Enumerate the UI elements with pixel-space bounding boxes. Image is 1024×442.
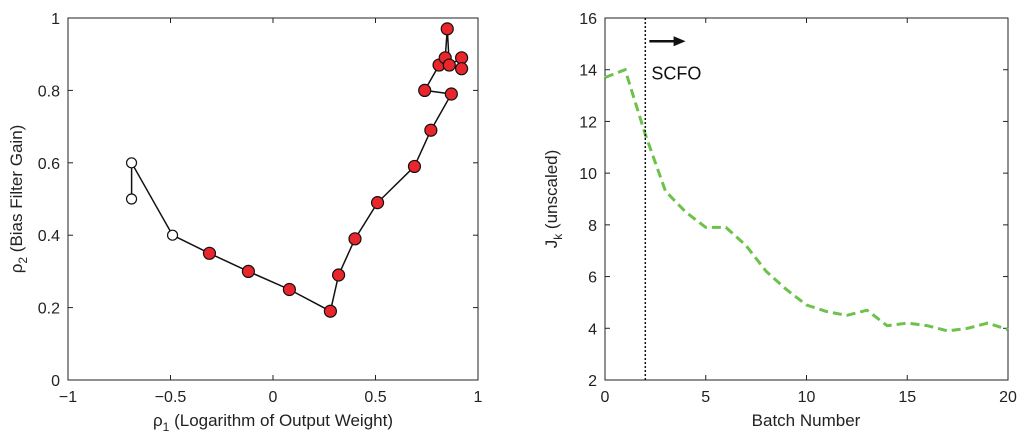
right-y-tick-label: 10	[579, 166, 597, 183]
right-x-tick-label: 10	[798, 389, 816, 406]
right-y-tick-label: 16	[579, 11, 597, 28]
left-y-tick-label: 0.2	[38, 301, 60, 318]
right-y-tick-label: 14	[579, 63, 597, 80]
filled-point-marker	[424, 123, 438, 137]
filled-point-marker	[241, 264, 255, 278]
filled-point-marker	[442, 58, 456, 72]
cost-series-line	[604, 67, 1009, 333]
filled-point-marker	[418, 83, 432, 98]
left-x-tick-label: 1	[474, 389, 483, 406]
right-chart: 0 5 10 15 20 2 4 6 8 10 12 14 16 SCFO Batch Number J…	[542, 11, 1017, 430]
right-y-tick-label: 6	[588, 270, 597, 287]
left-y-tick-label: 0.8	[38, 83, 60, 100]
filled-point-marker	[332, 268, 346, 282]
filled-point-marker	[455, 51, 469, 65]
open-point-marker	[125, 193, 138, 205]
left-x-tick-label: −0.5	[155, 389, 187, 406]
left-x-tick-label: −1	[59, 389, 77, 406]
right-y-tick-label: 4	[588, 321, 597, 338]
right-x-tick-label: 20	[999, 389, 1017, 406]
left-y-tick-label: 0	[51, 373, 60, 390]
right-y-tick-label: 2	[588, 373, 597, 390]
open-point-marker	[125, 157, 138, 169]
left-y-tick-label: 1	[51, 11, 60, 28]
right-y-tick-label: 12	[579, 114, 597, 131]
filled-point-marker	[282, 282, 296, 297]
left-x-axis-label: ρ1 (Logarithm of Output Weight)	[153, 411, 393, 434]
right-y-axis-label: Jk (unscaled)	[542, 150, 565, 249]
scfo-annotation-label: SCFO	[651, 63, 701, 83]
left-x-tick-label: 0.5	[364, 389, 386, 406]
right-x-tick-label: 5	[701, 389, 710, 406]
right-x-axis-label: Batch Number	[752, 411, 861, 430]
filled-point-marker	[202, 246, 217, 260]
filled-point-marker	[455, 62, 469, 76]
open-point-marker	[166, 229, 179, 241]
scfo-arrow-icon	[673, 36, 686, 47]
right-x-tick-label: 0	[601, 389, 610, 406]
right-x-tick-label: 15	[898, 389, 916, 406]
left-y-axis-label: ρ2 (Bias Filter Gain)	[7, 125, 30, 274]
right-y-tick-label: 8	[588, 218, 597, 235]
left-y-tick-label: 0.6	[38, 156, 60, 173]
left-x-tick-label: 0	[269, 389, 278, 406]
filled-point-marker	[370, 196, 385, 210]
filled-point-marker	[407, 159, 422, 174]
filled-point-marker	[444, 87, 458, 101]
filled-point-marker	[440, 22, 454, 36]
filled-point-marker	[323, 304, 337, 318]
left-y-tick-label: 0.4	[38, 228, 60, 245]
left-chart: −1 −0.5 0 0.5 1 0 0.2 0.4 0.6 0.8 1 ρ1 (Logarithm …	[7, 11, 483, 434]
filled-point-marker	[348, 232, 362, 246]
